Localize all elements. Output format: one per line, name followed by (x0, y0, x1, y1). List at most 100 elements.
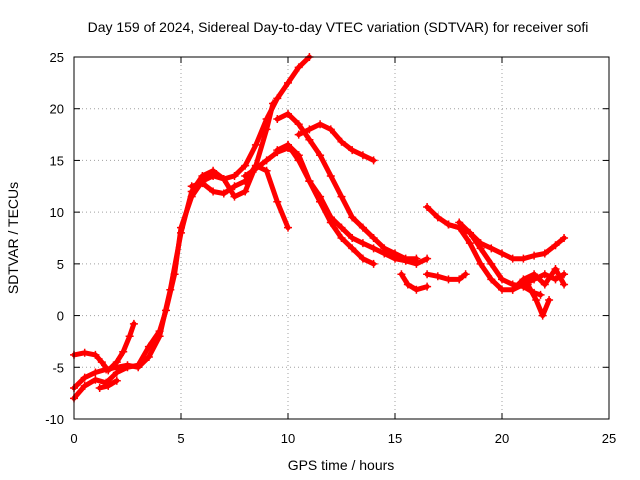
series-sat-g (273, 109, 421, 263)
data-point (369, 234, 378, 242)
data-point (403, 280, 412, 289)
data-point (166, 285, 175, 294)
series-line (525, 282, 552, 319)
plot-frame (73, 56, 610, 420)
data-point (316, 151, 325, 160)
data-point (294, 120, 303, 129)
data-point (316, 120, 325, 129)
y-tick-label: 10 (50, 205, 64, 220)
axis-ticks (73, 56, 610, 420)
series-line (71, 101, 276, 391)
data-point (273, 94, 282, 103)
data-point (112, 376, 121, 385)
data-point (91, 350, 100, 359)
data-point (119, 347, 128, 356)
y-tick-label: 15 (50, 153, 64, 168)
data-point (80, 348, 89, 357)
data-point (455, 218, 464, 227)
x-tick-label: 15 (388, 431, 402, 446)
data-point (262, 166, 271, 175)
x-axis-label: GPS time / hours (288, 457, 395, 473)
data-point (487, 275, 496, 284)
data-point (251, 140, 260, 149)
series-sat-h (294, 120, 378, 165)
series-line (446, 222, 567, 293)
data-point (337, 234, 346, 242)
x-tick-label: 10 (281, 431, 295, 446)
data-point (540, 249, 549, 258)
data-point (401, 254, 410, 263)
series-sat-n (423, 270, 470, 284)
data-point (348, 244, 357, 253)
data-point (397, 270, 406, 279)
data-point (294, 130, 303, 139)
data-point (155, 332, 164, 341)
data-point (412, 285, 421, 294)
data-point (241, 161, 250, 170)
series-sat-j (273, 140, 335, 222)
data-point (476, 244, 485, 253)
data-point (91, 368, 100, 377)
series-sat-k (397, 270, 432, 294)
data-point (455, 275, 464, 284)
data-point (523, 280, 532, 289)
series-line (242, 145, 430, 267)
data-point (326, 125, 335, 134)
data-point (294, 156, 303, 165)
chart-title: Day 159 of 2024, Sidereal Day-to-day VTE… (88, 19, 589, 35)
data-point (461, 270, 470, 279)
data-point (498, 285, 506, 294)
y-axis-label: SDTVAR / TECUs (5, 182, 21, 294)
data-point (177, 228, 185, 237)
x-tick-label: 20 (495, 431, 509, 446)
data-point (530, 270, 539, 279)
data-point (284, 78, 292, 87)
data-point (519, 254, 528, 263)
data-point (337, 137, 346, 146)
data-point (433, 272, 442, 281)
series-sat-q (508, 265, 569, 294)
data-point (348, 146, 357, 155)
data-point (273, 115, 282, 124)
data-point (209, 187, 218, 196)
data-point (262, 156, 271, 165)
y-tick-label: -10 (45, 412, 64, 427)
x-tick-labels: 0 5 10 15 20 25 (70, 431, 616, 446)
data-point (305, 177, 314, 186)
data-point (369, 156, 378, 165)
data-point (530, 251, 539, 260)
data-point (487, 259, 496, 268)
data-point (284, 140, 292, 149)
data-point (209, 166, 218, 175)
data-point (241, 187, 250, 196)
data-point (423, 282, 432, 291)
data-point (560, 280, 569, 289)
data-point (444, 220, 453, 229)
data-point (284, 223, 292, 232)
data-point (262, 125, 271, 134)
data-point (269, 99, 278, 108)
data-point (508, 254, 517, 263)
data-point (465, 239, 474, 248)
data-point (358, 239, 367, 248)
data-point (536, 290, 545, 299)
data-point (326, 171, 335, 180)
data-point (348, 213, 357, 222)
data-point (444, 275, 453, 284)
data-point (508, 285, 517, 294)
data-point (465, 228, 474, 237)
series-sat-f (241, 144, 432, 268)
series-line (510, 266, 567, 293)
data-point (144, 352, 153, 361)
data-point (104, 381, 113, 390)
series-line (274, 142, 334, 220)
data-point (540, 280, 549, 289)
data-point (134, 363, 143, 372)
data-point (305, 135, 314, 144)
data-point (487, 244, 496, 253)
series-sat-a (70, 53, 314, 403)
data-point (97, 358, 106, 367)
data-point (423, 202, 432, 211)
data-point (532, 296, 541, 305)
